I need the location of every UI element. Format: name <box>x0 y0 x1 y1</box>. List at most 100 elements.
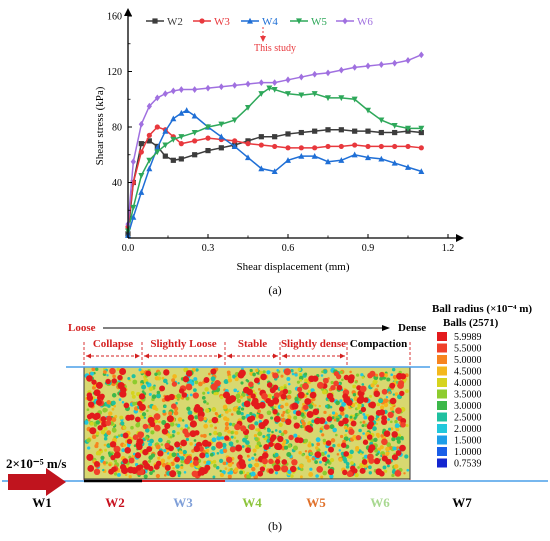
particle <box>363 397 369 403</box>
particle <box>87 446 91 450</box>
wall-labels: W1 W2 W3 W4 W5 W6 W7 <box>32 495 472 510</box>
particle <box>95 431 100 436</box>
particle <box>326 416 333 422</box>
particle <box>384 469 388 473</box>
particle <box>94 412 101 420</box>
particle <box>158 437 163 443</box>
particle <box>327 399 330 402</box>
particle <box>233 436 237 440</box>
particle <box>335 417 340 422</box>
particle <box>103 436 108 441</box>
data-point-w3 <box>205 135 211 141</box>
data-point-w5 <box>218 121 225 128</box>
particle <box>248 424 255 431</box>
zone-span-arrow <box>135 353 140 359</box>
particle <box>234 430 239 435</box>
data-point-w4 <box>231 143 238 150</box>
particle <box>298 373 303 377</box>
particle <box>195 368 199 372</box>
data-point-w3 <box>325 143 331 150</box>
particle <box>151 394 157 399</box>
zone-label-3: Slightly dense <box>281 338 346 350</box>
particle <box>157 371 162 376</box>
zone-label-0: Collapse <box>93 338 133 350</box>
particle <box>155 460 162 467</box>
y-tick-label: 40 <box>112 178 122 189</box>
particle <box>180 456 185 461</box>
data-point-w2 <box>365 128 371 134</box>
particle <box>382 465 387 470</box>
data-point-w5 <box>338 95 345 102</box>
particle <box>172 466 175 470</box>
particle <box>203 416 207 421</box>
zone-span-arrow <box>218 353 223 359</box>
particle <box>321 433 325 437</box>
particle <box>374 373 379 377</box>
particle <box>119 368 127 375</box>
particle <box>227 462 233 468</box>
particle <box>234 423 241 431</box>
data-point-w5 <box>146 157 153 164</box>
data-point-w4 <box>170 115 177 122</box>
particle <box>227 375 232 379</box>
data-point-w4 <box>138 189 145 195</box>
data-point-w4 <box>311 152 318 159</box>
particle <box>222 391 231 399</box>
particle <box>361 459 368 465</box>
particle <box>315 446 319 450</box>
particle <box>144 436 149 440</box>
particle <box>327 468 335 476</box>
particle <box>297 367 302 372</box>
particle <box>395 407 402 415</box>
particle <box>205 448 210 453</box>
particle <box>349 370 352 374</box>
particle <box>258 401 266 409</box>
zone-span-arrow <box>282 353 287 359</box>
particle <box>250 393 256 399</box>
particle <box>131 374 136 379</box>
data-point-w2 <box>325 127 331 133</box>
particle <box>104 448 108 452</box>
particle <box>301 421 306 426</box>
particle <box>406 468 410 472</box>
density-arrowhead <box>382 325 390 331</box>
particle <box>171 452 177 458</box>
particle <box>89 421 94 426</box>
particle <box>327 454 330 458</box>
particle <box>106 374 109 377</box>
zone-label-2: Stable <box>238 338 267 350</box>
particle <box>97 425 103 431</box>
particle <box>405 424 409 427</box>
particle <box>212 475 216 479</box>
particle <box>176 431 180 435</box>
particle <box>221 442 227 448</box>
particle <box>159 385 166 392</box>
particle <box>162 409 166 414</box>
particle <box>305 455 310 460</box>
data-point-w6 <box>325 69 331 77</box>
particle <box>107 404 111 408</box>
particle <box>267 428 271 433</box>
particle <box>215 441 223 449</box>
particle <box>214 426 218 430</box>
particle <box>391 367 396 372</box>
particle <box>117 382 125 390</box>
wall-label-w7: W7 <box>452 495 472 510</box>
particle <box>135 464 142 471</box>
particle <box>123 402 130 409</box>
x-tick-label: 0.6 <box>282 243 295 254</box>
particle <box>117 434 121 438</box>
particle <box>287 443 292 448</box>
particle <box>209 452 214 457</box>
particle <box>105 420 112 426</box>
particle <box>346 427 350 431</box>
particle <box>155 473 161 479</box>
y-tick-label: 80 <box>112 123 122 134</box>
particle <box>168 411 173 416</box>
particle <box>357 466 360 469</box>
particle <box>174 456 181 463</box>
particle <box>189 441 193 446</box>
particle <box>220 436 225 440</box>
y-tick-label: 160 <box>107 12 122 23</box>
particle <box>192 388 197 393</box>
